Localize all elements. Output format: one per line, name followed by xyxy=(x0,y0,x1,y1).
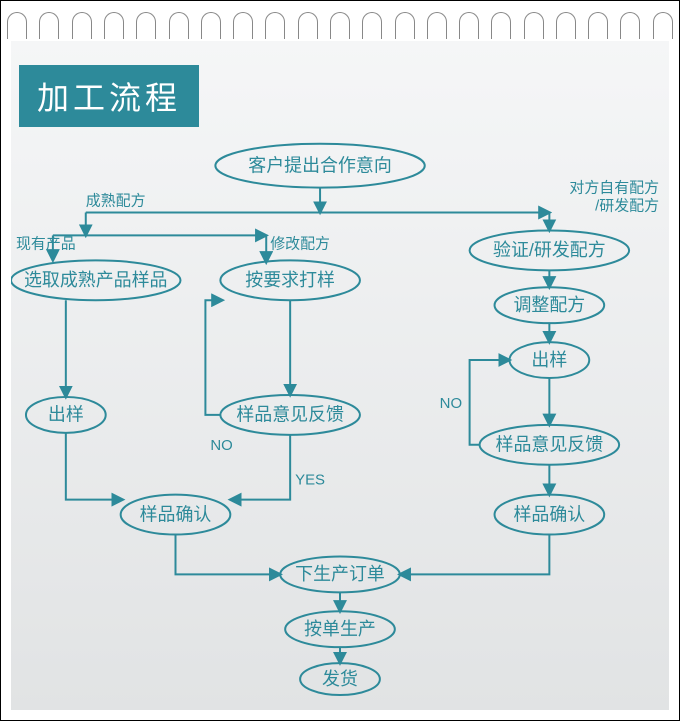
spiral-ring xyxy=(233,12,253,39)
edge-label: 现有产品 xyxy=(16,235,76,252)
edge-label: NO xyxy=(210,437,232,454)
flow-edge xyxy=(400,535,550,575)
spiral-ring xyxy=(136,12,156,39)
spiral-ring xyxy=(265,12,285,39)
flow-node-label-ship: 发货 xyxy=(322,669,358,689)
flow-node-label-verify: 验证/研发配方 xyxy=(493,240,606,260)
flow-node-label-feedback2: 样品意见反馈 xyxy=(236,405,344,425)
flow-node-label-start: 客户提出合作意向 xyxy=(248,155,392,175)
spiral-ring xyxy=(201,12,221,39)
edge-label: 对方自有配方 xyxy=(569,180,659,197)
edge-label: /研发配方 xyxy=(595,198,659,215)
flow-node-label-sample3: 出样 xyxy=(531,350,567,370)
flow-node-label-produce: 按单生产 xyxy=(304,619,376,639)
flow-node-label-select: 选取成熟产品样品 xyxy=(24,270,168,290)
flowchart: 客户提出合作意向验证/研发配方调整配方出样样品意见反馈样品确认选取成熟产品样品出… xyxy=(11,41,669,710)
spiral-ring xyxy=(524,12,544,39)
flow-node-label-order: 下生产订单 xyxy=(295,564,385,584)
flow-node-label-confirm1: 样品确认 xyxy=(140,504,212,524)
flow-edge xyxy=(230,435,290,500)
edge-label: 修改配方 xyxy=(270,235,330,252)
spiral-ring xyxy=(395,12,415,39)
spiral-ring xyxy=(491,12,511,39)
spiral-ring xyxy=(39,12,59,39)
spiral-ring xyxy=(459,12,479,39)
flow-edge xyxy=(470,360,510,445)
spiral-ring xyxy=(330,12,350,39)
spiral-ring xyxy=(620,12,640,39)
flow-edge xyxy=(205,300,222,415)
spiral-ring xyxy=(169,12,189,39)
spiral-ring xyxy=(72,12,92,39)
spiral-ring xyxy=(104,12,124,39)
spiral-binding xyxy=(1,1,679,41)
spiral-ring xyxy=(556,12,576,39)
edge-label: NO xyxy=(440,395,462,412)
spiral-ring xyxy=(7,12,27,39)
flow-node-label-adjust: 调整配方 xyxy=(513,295,585,315)
flow-node-label-sample1: 出样 xyxy=(48,405,84,425)
spiral-ring xyxy=(653,12,673,39)
spiral-ring xyxy=(427,12,447,39)
spiral-ring xyxy=(362,12,382,39)
content-area: 加工流程 客户提出合作意向验证/研发配方调整配方出样样品意见反馈样品确认选取成熟… xyxy=(11,41,669,710)
flow-edge xyxy=(176,535,281,575)
edge-label: 成熟配方 xyxy=(86,193,146,210)
flow-node-label-confirm3: 样品确认 xyxy=(513,504,585,524)
spiral-ring xyxy=(588,12,608,39)
spiral-ring xyxy=(298,12,318,39)
edge-label: YES xyxy=(295,472,325,489)
flow-edge xyxy=(66,433,123,500)
flow-node-label-dayang: 按要求打样 xyxy=(245,270,335,290)
page: 加工流程 客户提出合作意向验证/研发配方调整配方出样样品意见反馈样品确认选取成熟… xyxy=(0,0,680,721)
flow-node-label-feedback3: 样品意见反馈 xyxy=(496,435,604,455)
